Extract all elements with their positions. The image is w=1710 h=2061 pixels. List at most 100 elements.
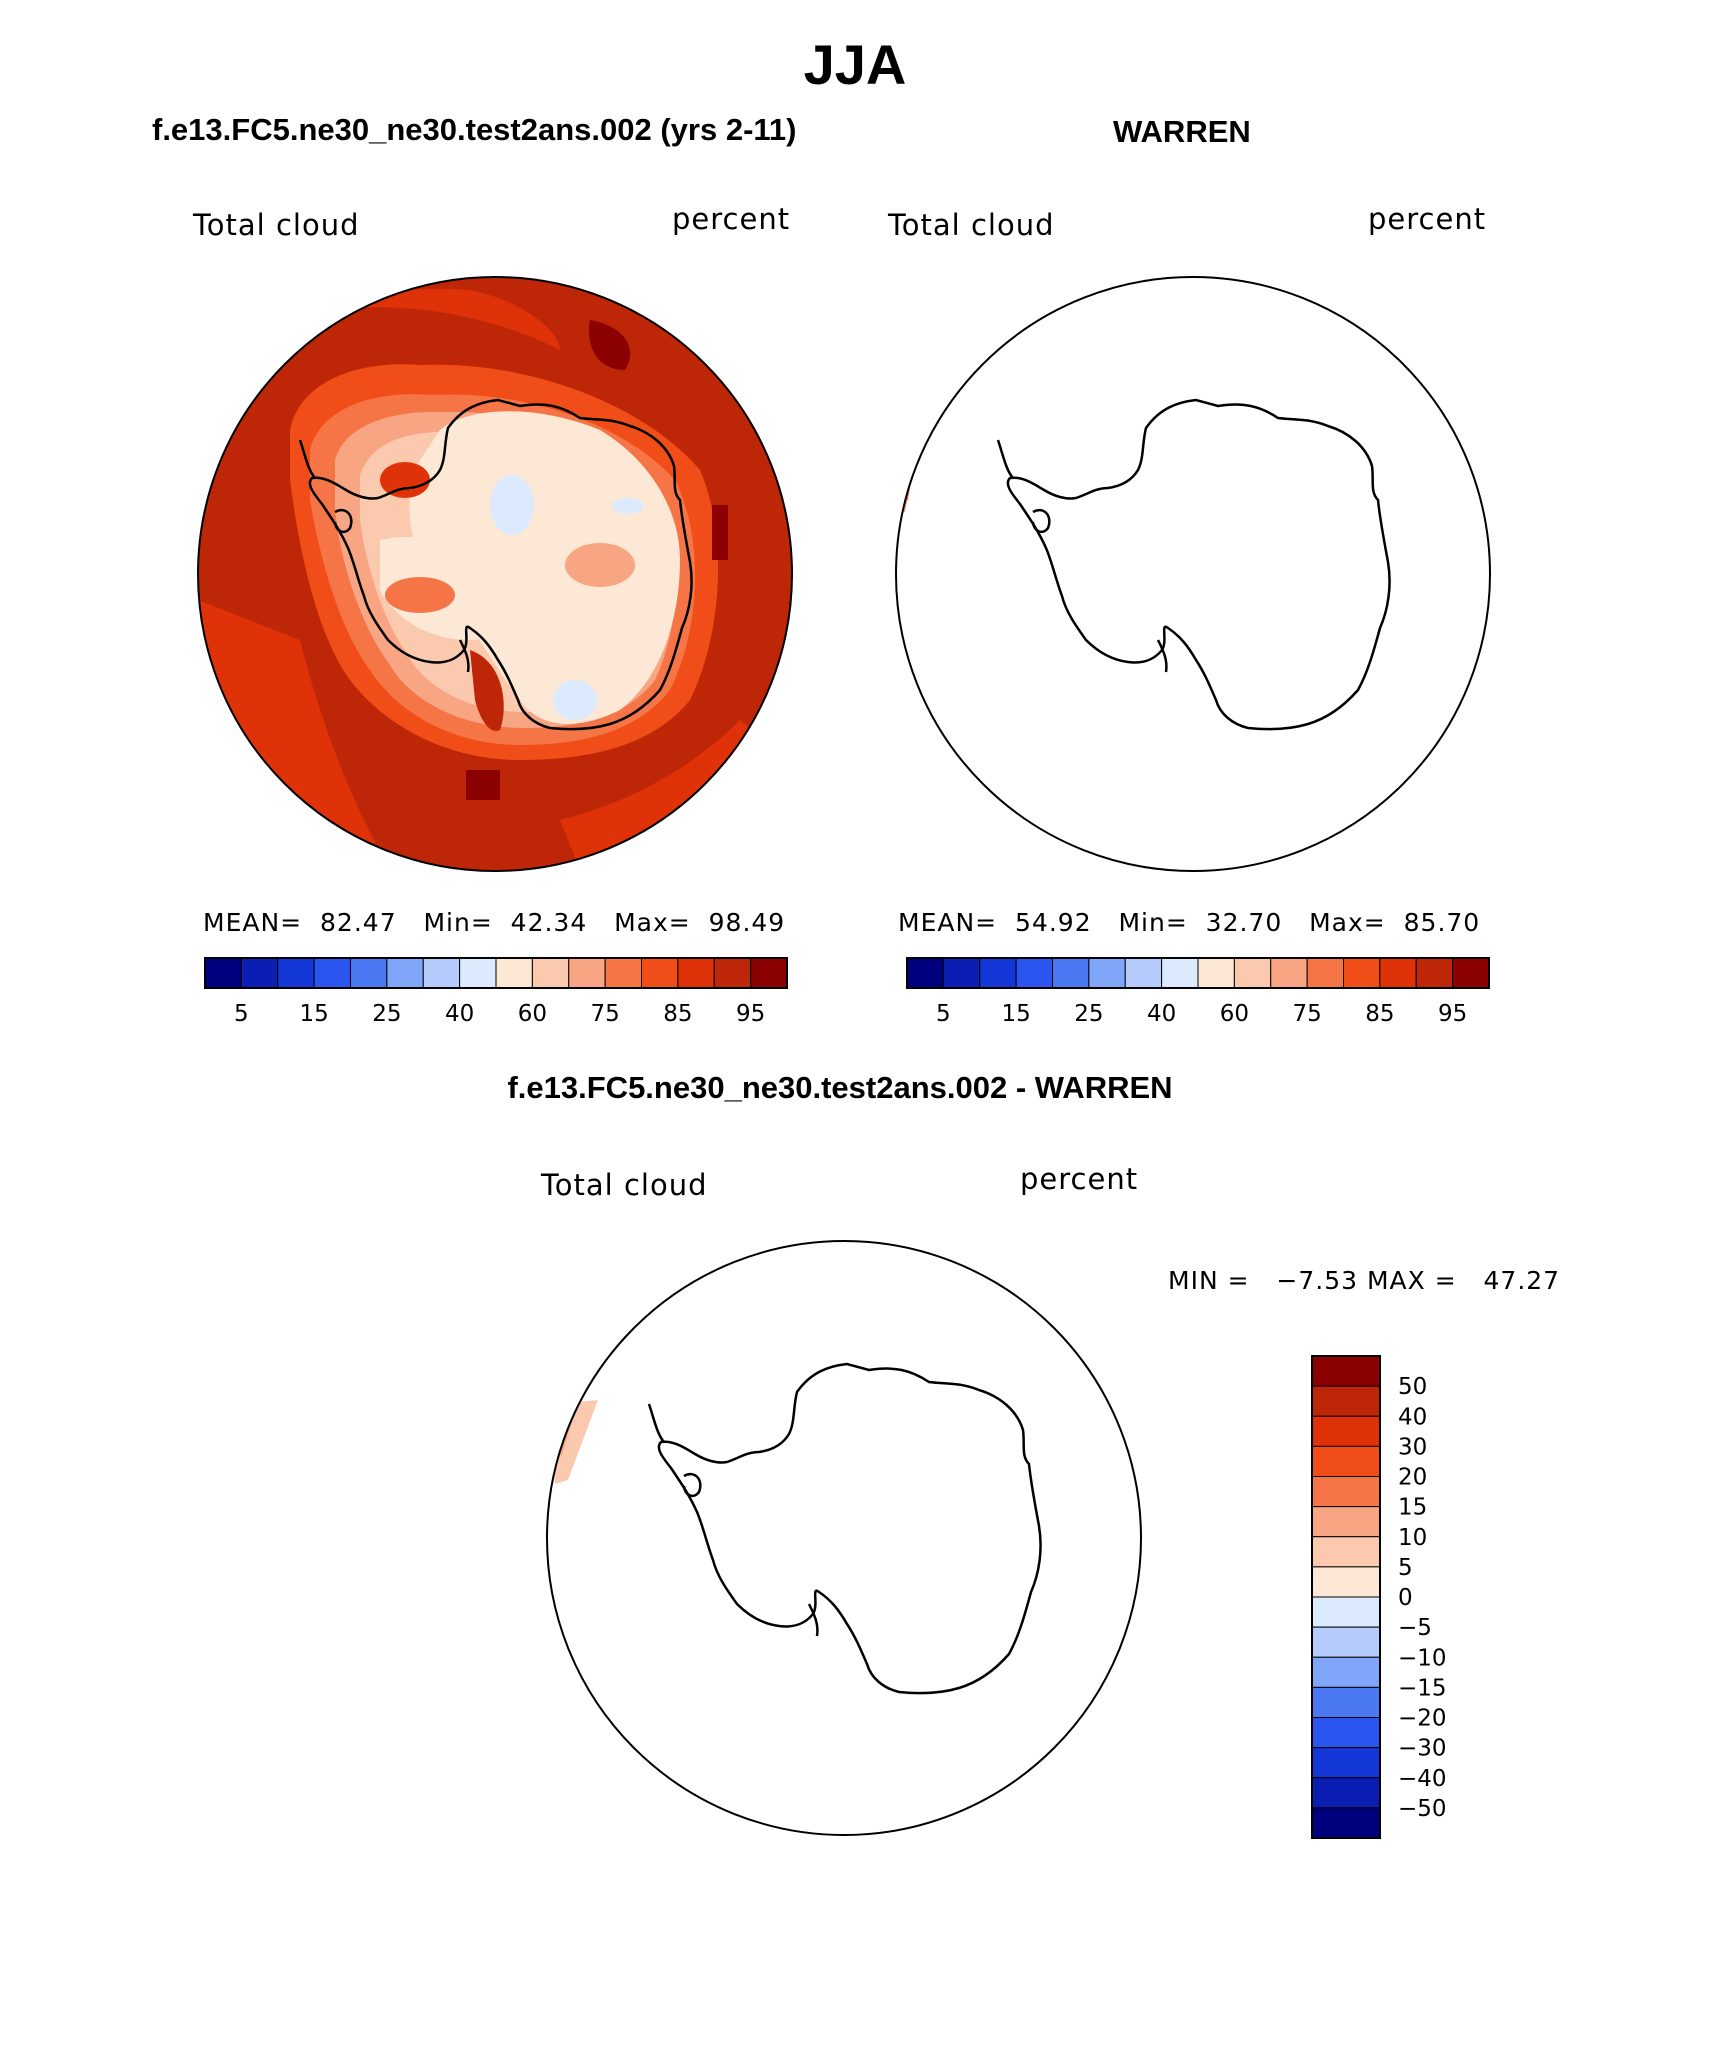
colorbar-box [1311, 1355, 1381, 1387]
colorbar-box [1311, 1656, 1381, 1688]
mean-value: 82.47 [320, 908, 397, 937]
field-patch [330, 288, 560, 350]
min-label: Min= [423, 908, 493, 937]
colorbar-tick-label: 5 [234, 1001, 249, 1027]
colorbar-tick-label: −20 [1398, 1706, 1447, 1732]
colorbar-tick-label: −50 [1398, 1796, 1447, 1822]
colorbar-box [1015, 957, 1053, 989]
panel-2-map [895, 276, 1491, 872]
colorbar-box [1311, 1506, 1381, 1538]
colorbar-box [1306, 957, 1344, 989]
mean-label: MEAN= [898, 908, 998, 937]
panel-3-stats: MIN = −7.53 MAX = 47.27 [1168, 1266, 1560, 1295]
colorbar-box [1379, 957, 1417, 989]
colorbar-box [677, 957, 715, 989]
colorbar-tick-label: 5 [1398, 1555, 1413, 1581]
colorbar-tick-label: 15 [1001, 1001, 1030, 1027]
colorbar-box [313, 957, 351, 989]
colorbar-box [641, 957, 679, 989]
colorbar-tick-label: 40 [1147, 1001, 1176, 1027]
max-value: 85.70 [1403, 908, 1481, 937]
colorbar-box [713, 957, 752, 989]
colorbar-box [568, 957, 606, 989]
colorbar-box [1311, 1415, 1381, 1447]
colorbar-border [204, 957, 788, 989]
colorbar-box [1415, 957, 1454, 989]
panel-2-field [896, 430, 920, 515]
mean-value: 54.92 [1015, 908, 1092, 937]
panel-2-title: WARREN [1113, 114, 1251, 149]
colorbar-tick-label: 85 [1365, 1001, 1394, 1027]
field-patch [470, 650, 504, 731]
panel-3-map-border [546, 1240, 1142, 1836]
panel-3-units-label: percent [1020, 1162, 1139, 1196]
colorbar-box [1311, 1747, 1381, 1779]
colorbar-box [1311, 1686, 1381, 1718]
colorbar-box [1311, 1807, 1381, 1839]
colorbar-tick-label: 95 [736, 1001, 765, 1027]
field-low-cloud [490, 475, 534, 535]
colorbar-box [1052, 957, 1090, 989]
colorbar-box [422, 957, 461, 989]
min-value: −7.53 [1276, 1266, 1359, 1295]
min-value: 42.34 [510, 908, 588, 937]
panel-2-variable-label: Total cloud [888, 208, 1055, 242]
colorbar-tick-label: 60 [1220, 1001, 1249, 1027]
field-low-cloud [553, 680, 597, 720]
panel-2-colorbar: 5 15 25 40 60 75 85 95 [906, 957, 1490, 1027]
colorbar-box [1161, 957, 1199, 989]
field-max-patch [712, 505, 728, 560]
colorbar-tick-label: 15 [299, 1001, 328, 1027]
panel-3-map [546, 1240, 1142, 1836]
colorbar-tick-label: 85 [663, 1001, 692, 1027]
main-title: JJA [803, 33, 907, 96]
panel-3-coastline [647, 1362, 1042, 1695]
colorbar-tick-label: 75 [590, 1001, 619, 1027]
colorbar-box [495, 957, 533, 989]
panel-1-stats: MEAN= 82.47 Min= 42.34 Max= 98.49 [203, 908, 785, 937]
colorbar-box [1311, 1717, 1381, 1749]
colorbar-box [240, 957, 279, 989]
colorbar-tick-label: −40 [1398, 1766, 1447, 1792]
colorbar-tick-label: −5 [1398, 1615, 1432, 1641]
max-value: 98.49 [708, 908, 786, 937]
field-plateau [409, 411, 680, 724]
colorbar-tick-label: 0 [1398, 1585, 1413, 1611]
colorbar-box [531, 957, 570, 989]
diff-title: f.e13.FC5.ne30_ne30.test2ans.002 - WARRE… [507, 1070, 1173, 1105]
panel-1-colorbar: 5 15 25 40 60 75 85 95 [204, 957, 788, 1027]
min-label: MIN = [1168, 1266, 1250, 1295]
max-label: Max= [614, 908, 691, 937]
panel-1-coastline [298, 398, 693, 731]
min-value: 32.70 [1205, 908, 1283, 937]
colorbar-tick-label: 40 [445, 1001, 474, 1027]
colorbar-box [1088, 957, 1126, 989]
colorbar-tick-label: −10 [1398, 1645, 1447, 1671]
min-label: Min= [1118, 908, 1188, 937]
colorbar-box [1311, 1626, 1381, 1658]
max-label: Max= [1309, 908, 1386, 937]
colorbar-box [1233, 957, 1272, 989]
colorbar-box [604, 957, 642, 989]
max-value: 47.27 [1483, 1266, 1561, 1295]
colorbar-box [1124, 957, 1163, 989]
colorbar-box [1311, 1476, 1381, 1508]
field-max-patch [466, 770, 500, 800]
colorbar-box [1197, 957, 1235, 989]
colorbar-box [459, 957, 497, 989]
colorbar-tick-label: 60 [518, 1001, 547, 1027]
panel-1-title: f.e13.FC5.ne30_ne30.test2ans.002 (yrs 2-… [152, 112, 797, 147]
mean-label: MEAN= [203, 908, 303, 937]
colorbar-box [1311, 1536, 1381, 1568]
field-patch [380, 462, 430, 498]
panel-2-units-label: percent [1368, 202, 1487, 236]
colorbar-box [1311, 1385, 1381, 1417]
panel-2-stats: MEAN= 54.92 Min= 32.70 Max= 85.70 [898, 908, 1480, 937]
colorbar-box [350, 957, 388, 989]
field-patch [896, 430, 920, 515]
colorbar-box [386, 957, 424, 989]
colorbar-box [1311, 1596, 1381, 1628]
panel-1-map-border [197, 276, 793, 872]
colorbar-border [1311, 1355, 1381, 1839]
